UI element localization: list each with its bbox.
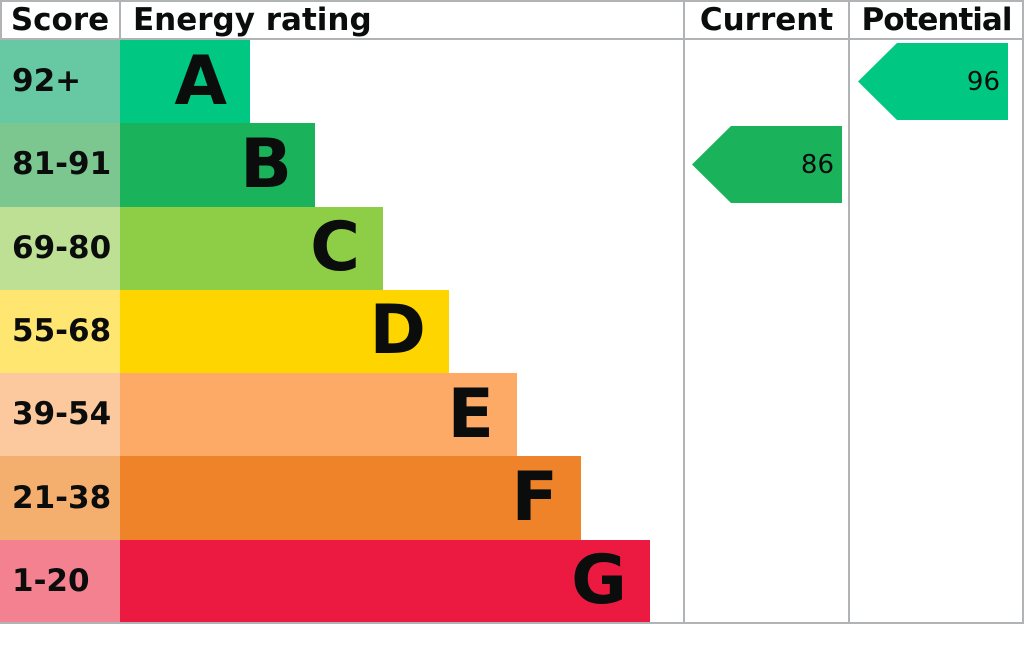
band-letter: F: [511, 458, 558, 538]
border-left-header: [0, 0, 2, 40]
border-right: [1022, 0, 1024, 624]
band-row-e: 39-54 E: [0, 373, 1024, 457]
band-bar-e: E: [120, 373, 517, 457]
divider-rating-current: [683, 0, 685, 624]
bands-container: 92+ A 81-91 B 69-80 C 55-68 D 39-54 E 21…: [0, 40, 1024, 623]
band-row-g: 1-20 G: [0, 539, 1024, 623]
header-energy-rating: Energy rating: [133, 1, 372, 38]
band-score-range: 69-80: [0, 206, 120, 290]
band-bar-c: C: [120, 206, 383, 290]
band-row-c: 69-80 C: [0, 206, 1024, 290]
band-bar-a: A: [120, 40, 250, 124]
divider-current-potential: [848, 0, 850, 624]
band-row-d: 55-68 D: [0, 289, 1024, 374]
current-rating-value: 86: [800, 149, 834, 180]
band-bar-b: B: [120, 123, 315, 207]
band-letter: E: [447, 374, 494, 454]
band-letter: C: [310, 208, 360, 288]
band-score-range: 55-68: [0, 289, 120, 374]
band-letter: A: [174, 41, 227, 121]
header-current: Current: [699, 1, 834, 38]
band-bar-d: D: [120, 289, 449, 374]
band-score-range: 39-54: [0, 373, 120, 457]
band-row-a: 92+ A: [0, 40, 1024, 124]
band-score-range: 21-38: [0, 456, 120, 540]
band-bar-f: F: [120, 456, 581, 540]
band-letter: B: [240, 124, 292, 204]
header-potential: Potential: [861, 1, 1013, 38]
potential-rating-value: 96: [966, 66, 1000, 97]
border-top: [0, 0, 1024, 2]
band-letter: D: [369, 291, 426, 371]
band-score-range: 1-20: [0, 539, 120, 623]
border-bottom: [0, 622, 1024, 624]
band-row-f: 21-38 F: [0, 456, 1024, 540]
band-row-b: 81-91 B: [0, 123, 1024, 207]
divider-score-rating: [119, 0, 121, 40]
band-score-range: 81-91: [0, 123, 120, 207]
header-score: Score: [10, 1, 110, 38]
border-header-bottom: [0, 38, 1024, 40]
band-letter: G: [571, 541, 627, 621]
band-bar-g: G: [120, 539, 650, 623]
band-score-range: 92+: [0, 40, 120, 124]
